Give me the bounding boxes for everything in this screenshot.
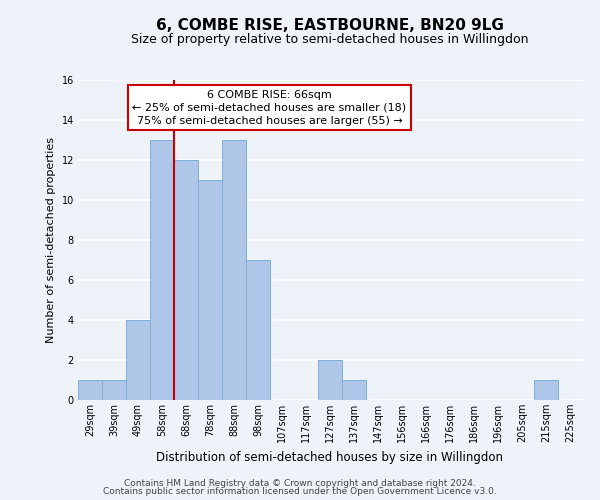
Bar xyxy=(78,380,102,400)
Text: 6, COMBE RISE, EASTBOURNE, BN20 9LG: 6, COMBE RISE, EASTBOURNE, BN20 9LG xyxy=(156,18,504,32)
Bar xyxy=(126,320,150,400)
X-axis label: Distribution of semi-detached houses by size in Willingdon: Distribution of semi-detached houses by … xyxy=(157,450,503,464)
Text: Size of property relative to semi-detached houses in Willingdon: Size of property relative to semi-detach… xyxy=(131,32,529,46)
Bar xyxy=(318,360,342,400)
Y-axis label: Number of semi-detached properties: Number of semi-detached properties xyxy=(46,137,56,343)
Bar xyxy=(534,380,558,400)
Bar xyxy=(342,380,366,400)
Bar xyxy=(150,140,174,400)
Bar xyxy=(174,160,198,400)
Bar xyxy=(246,260,270,400)
Text: Contains public sector information licensed under the Open Government Licence v3: Contains public sector information licen… xyxy=(103,487,497,496)
Bar xyxy=(102,380,126,400)
Bar xyxy=(222,140,246,400)
Bar xyxy=(198,180,222,400)
Text: Contains HM Land Registry data © Crown copyright and database right 2024.: Contains HM Land Registry data © Crown c… xyxy=(124,478,476,488)
Text: 6 COMBE RISE: 66sqm
← 25% of semi-detached houses are smaller (18)
75% of semi-d: 6 COMBE RISE: 66sqm ← 25% of semi-detach… xyxy=(133,90,407,126)
